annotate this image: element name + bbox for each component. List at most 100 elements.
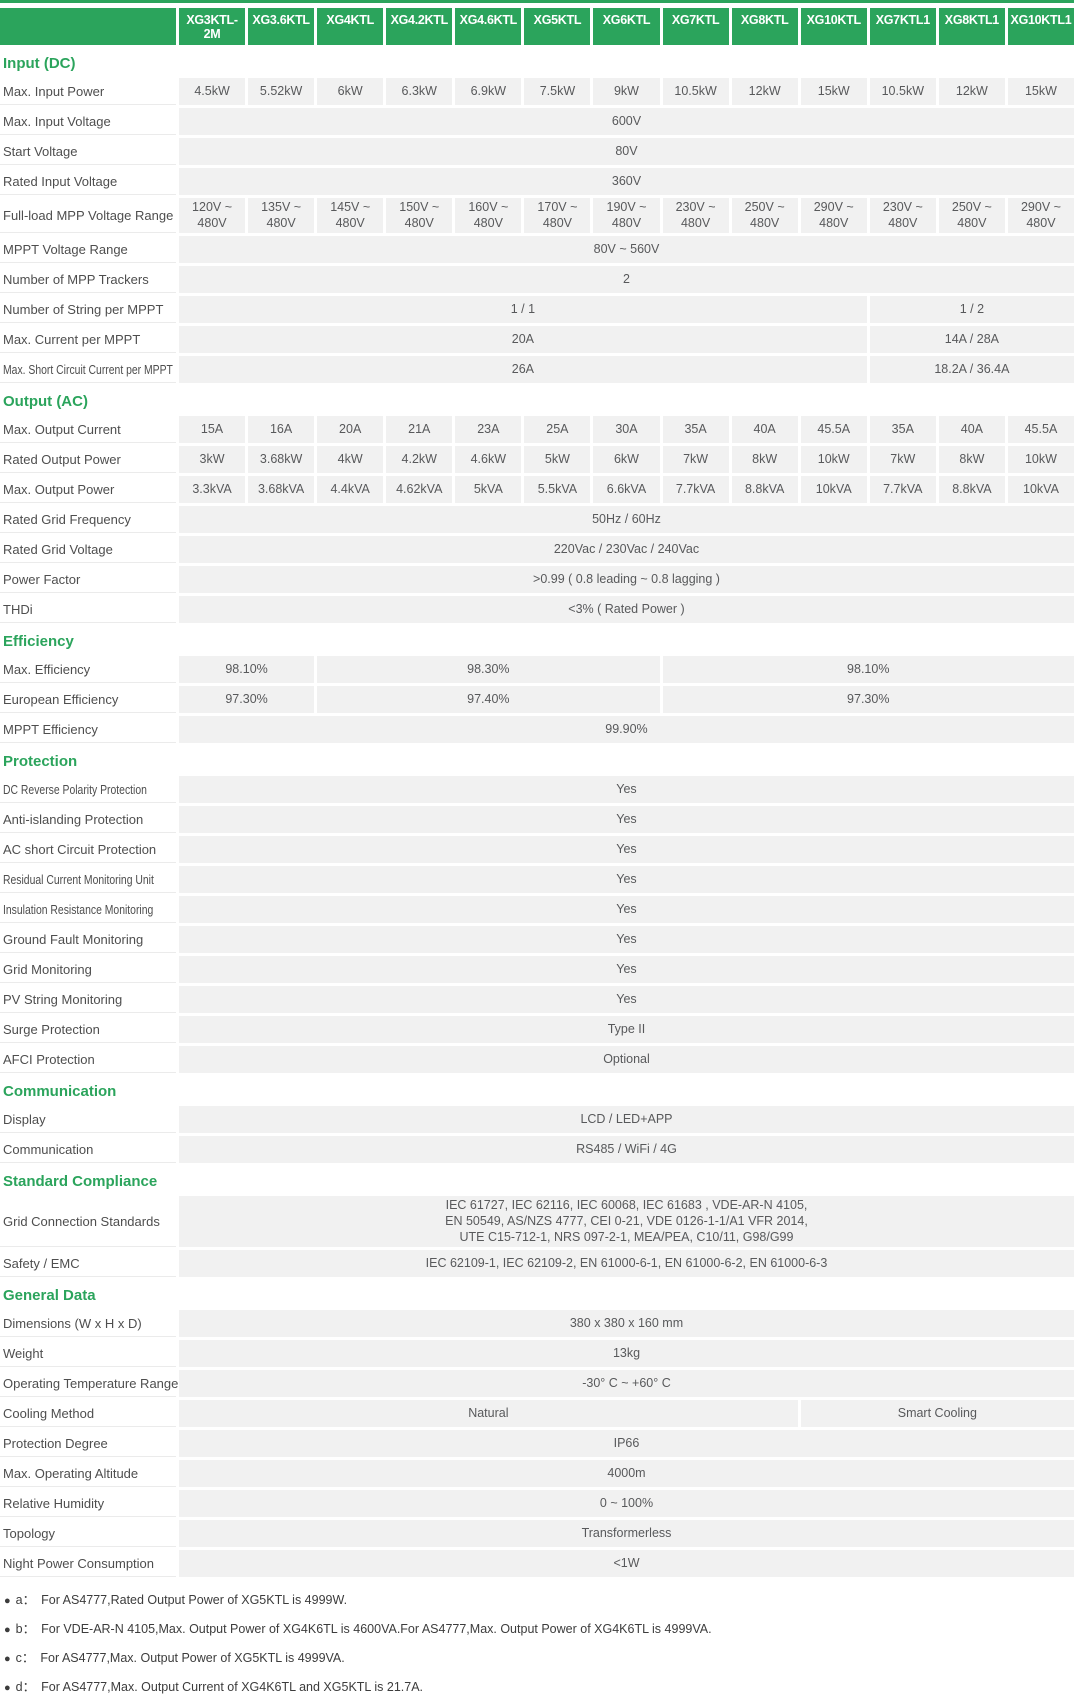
spec-row: Operating Temperature Range -30° C ~ +60°… <box>0 1370 1074 1398</box>
spec-cell: Yes <box>179 806 1074 834</box>
spec-cell: 20A <box>317 416 384 444</box>
spec-cell: 7.5kW <box>524 78 591 105</box>
spec-cell: 45.5A <box>1007 416 1074 444</box>
row-label-text: MPPT Voltage Range <box>3 241 128 257</box>
spec-cell: 80V ~ 560V <box>179 236 1074 264</box>
row-label-text: Number of MPP Trackers <box>3 271 149 287</box>
spec-cell: 6.3kW <box>386 78 453 105</box>
spec-cell: 290V ~ 480V <box>800 198 867 234</box>
row-label-text: Dimensions (W x H x D) <box>3 1315 142 1331</box>
spec-cell: 600V <box>179 108 1074 135</box>
model-header-cell: XG7KTL1 <box>869 8 936 45</box>
model-header-cell: XG4.2KTL <box>386 8 453 45</box>
row-label: Max. Output Current <box>0 416 176 444</box>
row-label-text: Full-load MPP Voltage Range <box>3 207 174 223</box>
spec-cell: 26A <box>179 356 867 384</box>
spec-row: Power Factor >0.99 ( 0.8 leading ~ 0.8 la… <box>0 566 1074 594</box>
spec-cell: 80V <box>179 138 1074 165</box>
bullet-icon: ● <box>4 1653 11 1666</box>
footnote: ● d： For AS4777,Max. Output Current of XG4… <box>4 1676 1074 1695</box>
spec-cell: 290V ~ 480V <box>1007 198 1074 234</box>
spec-row: Ground Fault Monitoring Yes <box>0 926 1074 954</box>
row-label: Rated Grid Voltage <box>0 536 176 564</box>
spec-row: European Efficiency 97.30% 97.40% 97.30% <box>0 686 1074 714</box>
row-label-text: Relative Humidity <box>3 1495 105 1511</box>
spec-cell: 3kW <box>179 446 246 474</box>
spec-cell: 14A / 28A <box>869 326 1074 354</box>
row-label-text: DC Reverse Polarity Protection <box>3 781 147 797</box>
spec-cell: 10kW <box>800 446 867 474</box>
spec-row: Cooling Method Natural Smart Cooling <box>0 1400 1074 1428</box>
spec-cell: >0.99 ( 0.8 leading ~ 0.8 lagging ) <box>179 566 1074 594</box>
spec-cell: 145V ~ 480V <box>317 198 384 234</box>
spec-cell: 99.90% <box>179 716 1074 744</box>
row-label-text: Topology <box>3 1525 56 1541</box>
spec-cell: 3.3kVA <box>179 476 246 504</box>
spec-cell: Transformerless <box>179 1520 1074 1548</box>
spec-cell: 15kW <box>800 78 867 105</box>
row-label: Ground Fault Monitoring <box>0 926 176 954</box>
spec-cell: 98.10% <box>662 656 1074 684</box>
spec-row: THDi <3% ( Rated Power ) <box>0 596 1074 624</box>
spec-cell: RS485 / WiFi / 4G <box>179 1136 1074 1164</box>
row-label: Night Power Consumption <box>0 1550 176 1578</box>
row-label: Max. Output Power <box>0 476 176 504</box>
footnote-key: c： <box>15 1651 35 1666</box>
spec-row: Max. Output Power 3.3kVA 3.68kVA 4.4kVA 4.62… <box>0 476 1074 504</box>
spec-cell: 5.52kW <box>248 78 315 105</box>
spec-row: Grid Monitoring Yes <box>0 956 1074 984</box>
row-label-text: Max. Input Power <box>3 83 105 99</box>
spec-cell: 190V ~ 480V <box>593 198 660 234</box>
spec-cell: 4.6kW <box>455 446 522 474</box>
spec-cell: 3.68kVA <box>248 476 315 504</box>
row-label-text: Ground Fault Monitoring <box>3 931 144 947</box>
footnote-text: For AS4777,Rated Output Power of XG5KTL … <box>41 1593 348 1608</box>
row-label: Power Factor <box>0 566 176 594</box>
spec-cell: Yes <box>179 836 1074 864</box>
spec-cell: 10kVA <box>800 476 867 504</box>
spec-row: MPPT Efficiency 99.90% <box>0 716 1074 744</box>
model-header-cell: XG8KTL1 <box>938 8 1005 45</box>
row-label: Cooling Method <box>0 1400 176 1428</box>
spec-cell: 4000m <box>179 1460 1074 1488</box>
row-label-text: Grid Monitoring <box>3 961 92 977</box>
row-label-text: Display <box>3 1111 46 1127</box>
spec-row: Max. Input Voltage 600V <box>0 108 1074 135</box>
section-title: Protection <box>3 753 78 771</box>
footnotes: ● a： For AS4777,Rated Output Power of XG5K… <box>0 1589 1074 1695</box>
spec-cell: 10kW <box>1007 446 1074 474</box>
top-accent-bar <box>0 0 1074 3</box>
spec-cell: 4.62kVA <box>386 476 453 504</box>
spec-cell: Yes <box>179 866 1074 894</box>
model-header-cell: XG8KTL <box>731 8 798 45</box>
row-label: Rated Output Power <box>0 446 176 474</box>
row-label: Rated Grid Frequency <box>0 506 176 534</box>
spec-cell: 35A <box>662 416 729 444</box>
row-label: Display <box>0 1106 176 1134</box>
row-label-text: Max. Current per MPPT <box>3 331 141 347</box>
spec-cell: 10.5kW <box>662 78 729 105</box>
row-label-text: Max. Input Voltage <box>3 113 111 129</box>
spec-cell: 250V ~ 480V <box>731 198 798 234</box>
row-label-text: Communication <box>3 1141 94 1157</box>
spec-row: PV String Monitoring Yes <box>0 986 1074 1014</box>
spec-cell: 23A <box>455 416 522 444</box>
spec-row: AFCI Protection Optional <box>0 1046 1074 1074</box>
spec-cell: 220Vac / 230Vac / 240Vac <box>179 536 1074 564</box>
row-label: Communication <box>0 1136 176 1164</box>
spec-cell: 1 / 1 <box>179 296 867 324</box>
spec-cell: 9kW <box>593 78 660 105</box>
row-label-text: Max. Short Circuit Current per MPPT <box>3 361 173 377</box>
row-label: Topology <box>0 1520 176 1548</box>
spec-cell: IEC 62109-1, IEC 62109-2, EN 61000-6-1, … <box>179 1250 1074 1278</box>
row-label-text: AFCI Protection <box>3 1051 95 1067</box>
spec-cell: Yes <box>179 926 1074 954</box>
spec-cell: Yes <box>179 776 1074 804</box>
spec-cell: 12kW <box>731 78 798 105</box>
bullet-icon: ● <box>4 1595 11 1608</box>
spec-cell: Yes <box>179 896 1074 924</box>
spec-row: Anti-islanding Protection Yes <box>0 806 1074 834</box>
spec-cell: LCD / LED+APP <box>179 1106 1074 1134</box>
footnote: ● c： For AS4777,Max. Output Power of XG5KT… <box>4 1647 1074 1666</box>
row-label: DC Reverse Polarity Protection <box>0 776 176 804</box>
